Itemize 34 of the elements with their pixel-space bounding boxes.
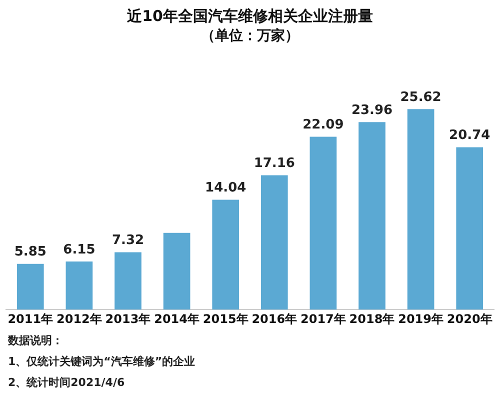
x-tick-label: 2019年 [398, 312, 444, 326]
data-label: 7.32 [112, 233, 144, 248]
chart-title: 近10年全国汽车维修相关企业注册量 [126, 6, 373, 25]
text: 1、仅统计关键词为“汽车维修”的企业 [8, 354, 196, 370]
bar [358, 122, 386, 310]
x-tick-label: 2014年 [154, 312, 200, 326]
x-tick-label: 2012年 [56, 312, 102, 326]
data-label: 17.16 [254, 156, 295, 172]
bar [260, 175, 288, 310]
data-label: 20.74 [449, 128, 490, 144]
x-tick-label: 2013年 [105, 312, 151, 326]
text: 2、统计时间2021/4/6 [8, 375, 126, 391]
bar [456, 147, 484, 310]
text: 数据说明： [8, 333, 64, 349]
data-label: 22.09 [302, 118, 344, 133]
data-label: 14.04 [205, 180, 246, 196]
bar [114, 252, 142, 310]
data-label: 25.62 [400, 90, 442, 105]
bar [66, 261, 93, 310]
data-label: 23.96 [351, 102, 393, 118]
chart-subtitle: （单位：万家） [201, 27, 299, 44]
bar [407, 109, 434, 310]
bar [16, 264, 44, 310]
x-tick-label: 2017年 [300, 312, 346, 326]
data-label: 5.85 [14, 244, 46, 260]
x-tick-label: 2011年 [8, 312, 54, 326]
bar [310, 136, 337, 310]
x-tick-label: 2016年 [252, 312, 298, 326]
x-tick-label: 2015年 [202, 312, 248, 326]
data-label: 6.15 [63, 242, 96, 258]
x-tick-label: 2020年 [446, 312, 492, 326]
bar [163, 232, 190, 310]
bar [212, 200, 240, 310]
x-tick-label: 2018年 [349, 312, 395, 326]
